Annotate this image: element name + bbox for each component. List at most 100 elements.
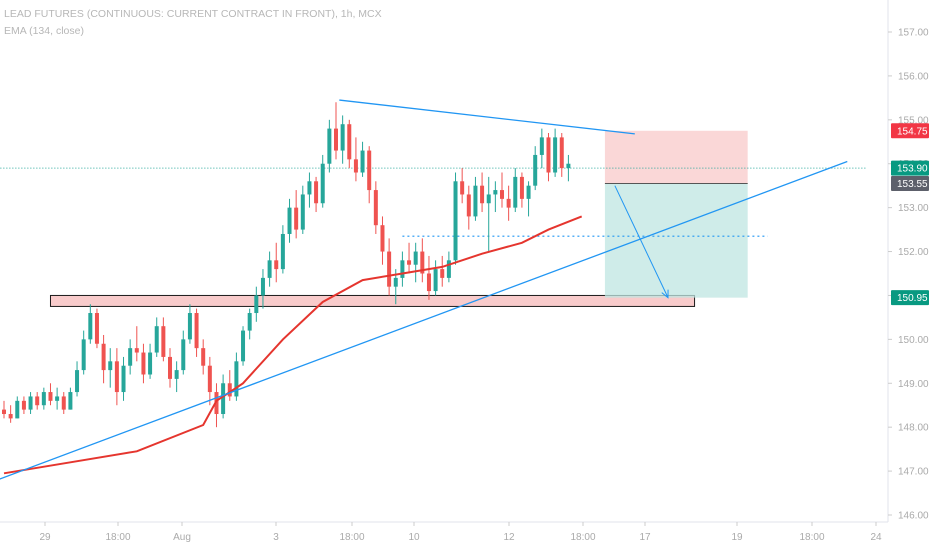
candle[interactable] [486,176,491,252]
candle[interactable] [380,216,385,265]
candle[interactable] [134,326,139,362]
projection-arrow[interactable] [614,185,669,298]
candle[interactable] [181,330,186,375]
candle[interactable] [446,251,451,283]
candle-body [134,348,139,353]
candle[interactable] [254,286,259,322]
candle[interactable] [307,172,312,208]
candle[interactable] [466,185,471,230]
x-tick-label: 3 [273,532,279,543]
candle[interactable] [260,269,265,309]
candle[interactable] [88,304,93,344]
candle[interactable] [334,102,338,160]
candle[interactable] [2,400,6,419]
candle[interactable] [513,168,518,213]
candle[interactable] [35,392,40,410]
candle[interactable] [61,392,66,415]
candle[interactable] [413,242,418,283]
candle[interactable] [121,356,126,401]
candle[interactable] [539,128,544,169]
candle[interactable] [353,137,358,182]
candle[interactable] [400,251,405,287]
candle[interactable] [300,185,305,234]
candle[interactable] [440,255,445,287]
candle[interactable] [360,141,365,177]
candle[interactable] [433,260,438,296]
candle[interactable] [280,225,285,274]
candle[interactable] [347,119,352,169]
candle-body [48,392,53,401]
candle[interactable] [21,396,26,415]
candle[interactable] [473,176,478,221]
candle[interactable] [141,343,146,384]
candle[interactable] [101,334,106,384]
candle[interactable] [500,172,504,208]
candle[interactable] [194,308,199,357]
candle[interactable] [8,405,13,423]
candle[interactable] [241,326,246,366]
stop-loss-zone[interactable] [604,130,748,184]
candle[interactable] [327,119,332,173]
candle[interactable] [407,242,412,274]
candle[interactable] [294,190,299,239]
candle[interactable] [320,154,325,208]
candle[interactable] [480,172,485,213]
time-axis[interactable]: 29 18:00 Aug 3 18:00 10 12 18:00 17 19 18:00 24 [39,522,882,543]
target-zone[interactable] [604,183,748,298]
candle[interactable] [168,348,172,388]
candle[interactable] [493,181,498,213]
candle[interactable] [94,308,99,349]
candle[interactable] [367,146,372,204]
candle[interactable] [526,181,531,217]
ema-line[interactable] [3,215,583,475]
candle[interactable] [274,242,279,283]
candle[interactable] [234,352,239,401]
candle[interactable] [55,387,60,410]
candle[interactable] [287,198,292,243]
price-tag-box [891,160,929,176]
candle[interactable] [214,383,219,428]
upper-resistance[interactable] [339,99,635,135]
candle[interactable] [227,370,232,401]
candle[interactable] [340,115,345,164]
rising-support[interactable] [0,160,848,480]
x-tick-label: 24 [870,532,882,543]
price-axis[interactable]: 146.00147.00148.00149.00150.00151.00152.… [888,28,929,522]
candle[interactable] [426,255,431,300]
candle[interactable] [174,361,179,393]
candle[interactable] [420,238,425,283]
candle[interactable] [75,361,80,397]
candle[interactable] [247,308,252,340]
candle[interactable] [519,172,524,208]
candle[interactable] [373,181,378,234]
candle[interactable] [387,238,392,296]
candle[interactable] [314,176,319,213]
candle[interactable] [267,251,272,287]
candle[interactable] [559,132,564,177]
candle[interactable] [148,343,153,379]
candle[interactable] [453,172,458,265]
candle[interactable] [506,185,511,221]
candle[interactable] [81,330,86,375]
candle[interactable] [108,348,113,388]
candle[interactable] [161,317,166,362]
candle[interactable] [15,396,20,419]
candle[interactable] [128,339,133,375]
candle[interactable] [546,132,551,182]
candle[interactable] [28,392,33,415]
candle[interactable] [201,339,206,375]
candle[interactable] [553,128,558,177]
candle[interactable] [68,387,73,410]
candle[interactable] [533,146,538,191]
candle[interactable] [566,154,571,182]
candle[interactable] [187,304,192,344]
candle[interactable] [154,317,159,357]
candle[interactable] [460,168,465,204]
candle[interactable] [114,348,119,406]
support-zone[interactable] [49,294,696,307]
candle[interactable] [207,356,212,406]
candle[interactable] [41,387,46,410]
candle[interactable] [48,383,53,406]
